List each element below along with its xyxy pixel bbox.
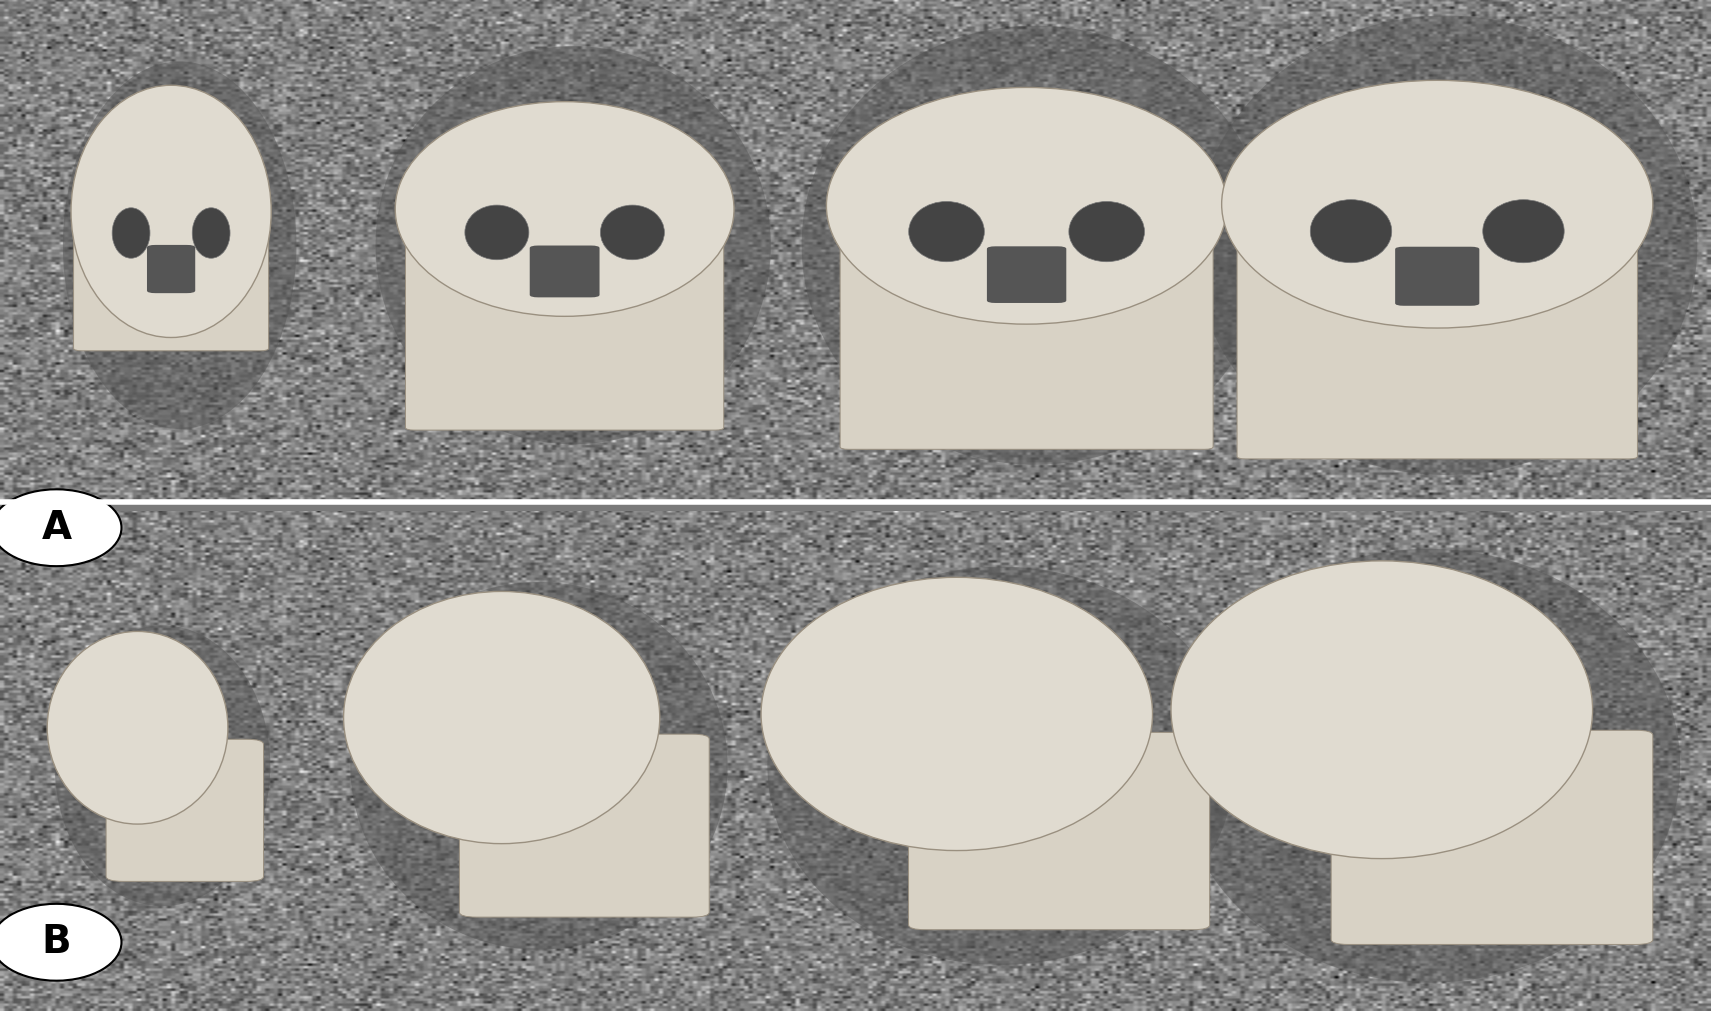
FancyBboxPatch shape	[1237, 206, 1637, 459]
Ellipse shape	[826, 87, 1227, 325]
Circle shape	[0, 904, 121, 981]
Ellipse shape	[351, 582, 727, 949]
Ellipse shape	[801, 25, 1268, 465]
Ellipse shape	[63, 62, 296, 429]
Ellipse shape	[601, 205, 664, 260]
Ellipse shape	[1311, 200, 1391, 263]
Ellipse shape	[767, 567, 1234, 964]
Ellipse shape	[465, 205, 529, 260]
FancyBboxPatch shape	[1331, 730, 1653, 944]
Ellipse shape	[1222, 80, 1653, 328]
Ellipse shape	[761, 577, 1153, 850]
Circle shape	[0, 489, 121, 566]
Ellipse shape	[1194, 15, 1697, 475]
FancyBboxPatch shape	[987, 247, 1066, 303]
Ellipse shape	[376, 47, 770, 444]
Ellipse shape	[1177, 549, 1680, 983]
Ellipse shape	[909, 201, 984, 262]
Ellipse shape	[55, 626, 270, 906]
Ellipse shape	[395, 102, 734, 316]
FancyBboxPatch shape	[459, 734, 708, 917]
Ellipse shape	[1170, 561, 1593, 858]
Text: A: A	[41, 509, 72, 547]
Ellipse shape	[72, 85, 270, 338]
FancyBboxPatch shape	[406, 210, 724, 430]
FancyBboxPatch shape	[909, 732, 1210, 930]
FancyBboxPatch shape	[530, 246, 599, 297]
FancyBboxPatch shape	[106, 739, 263, 882]
Ellipse shape	[1483, 200, 1564, 263]
FancyBboxPatch shape	[74, 209, 269, 351]
Text: B: B	[41, 923, 72, 961]
Ellipse shape	[113, 208, 151, 258]
Ellipse shape	[1069, 201, 1145, 262]
FancyBboxPatch shape	[840, 207, 1213, 449]
FancyBboxPatch shape	[1394, 247, 1480, 305]
Ellipse shape	[192, 208, 229, 258]
Ellipse shape	[48, 632, 228, 824]
Ellipse shape	[344, 591, 660, 843]
FancyBboxPatch shape	[147, 245, 195, 293]
